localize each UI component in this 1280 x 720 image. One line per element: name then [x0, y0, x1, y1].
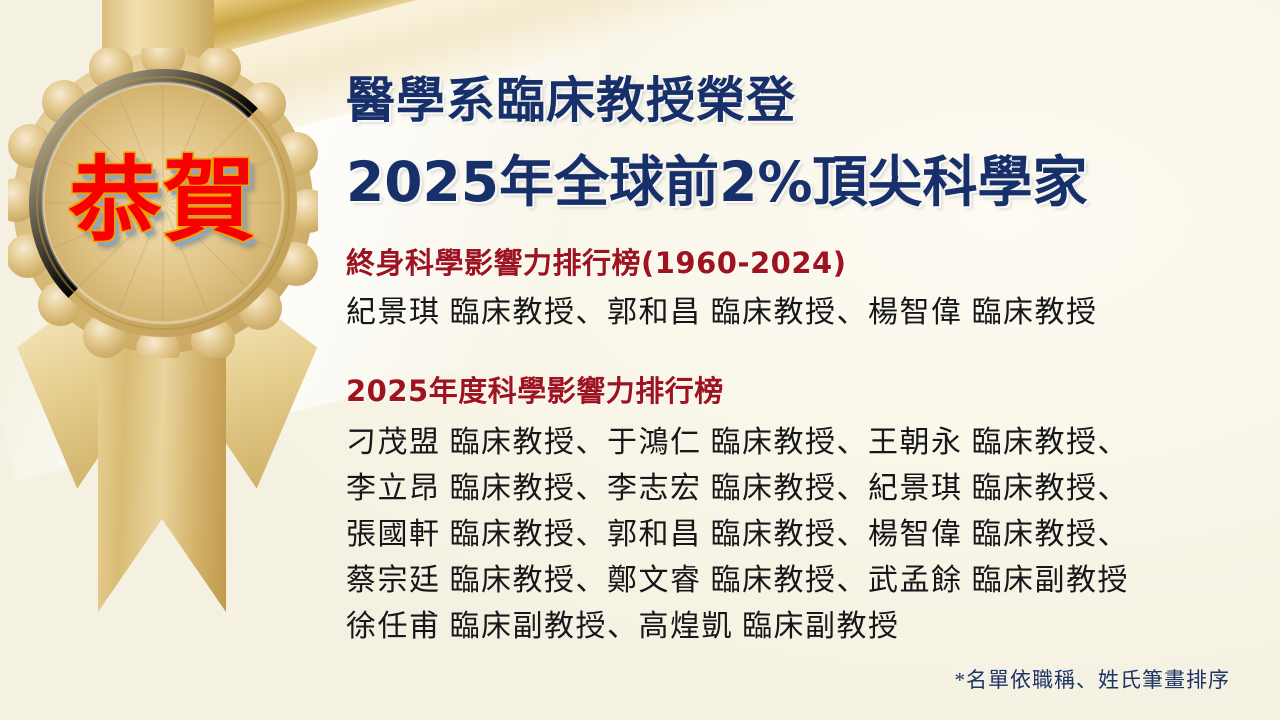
footnote-sort-order: *名單依職稱、姓氏筆畫排序 — [954, 668, 1230, 692]
name-list-line: 徐任甫 臨床副教授、高煌凱 臨床副教授 — [346, 610, 900, 643]
section-heading-lifetime: 終身科學影響力排行榜(1960-2024) — [346, 246, 847, 280]
section-lifetime-ranking: 終身科學影響力排行榜(1960-2024) 紀景琪 臨床教授、郭和昌 臨床教授、… — [346, 240, 1226, 336]
medal-badge: 恭賀 — [8, 48, 318, 358]
name-list-line: 紀景琪 臨床教授、郭和昌 臨床教授、楊智偉 臨床教授 — [346, 296, 1098, 329]
award-medal-graphic: 恭賀 — [6, 0, 336, 632]
title-line-1: 醫學系臨床教授榮登 — [346, 72, 797, 129]
name-list-line: 張國軒 臨床教授、郭和昌 臨床教授、楊智偉 臨床教授、 — [346, 518, 1129, 551]
title-line-2: 2025年全球前2%頂尖科學家 — [346, 150, 1088, 214]
name-list-line: 蔡宗廷 臨床教授、鄭文睿 臨床教授、武孟餘 臨床副教授 — [346, 564, 1129, 597]
medal-label: 恭賀 — [68, 147, 257, 255]
name-list-line: 李立昂 臨床教授、李志宏 臨床教授、紀景琪 臨床教授、 — [346, 472, 1129, 505]
name-list-line: 刁茂盟 臨床教授、于鴻仁 臨床教授、王朝永 臨床教授、 — [346, 426, 1129, 459]
poster-content: 醫學系臨床教授榮登 2025年全球前2%頂尖科學家 終身科學影響力排行榜(196… — [344, 0, 1244, 720]
section-heading-annual: 2025年度科學影響力排行榜 — [346, 374, 724, 408]
section-annual-ranking: 2025年度科學影響力排行榜 刁茂盟 臨床教授、于鴻仁 臨床教授、王朝永 臨床教… — [346, 368, 1226, 650]
